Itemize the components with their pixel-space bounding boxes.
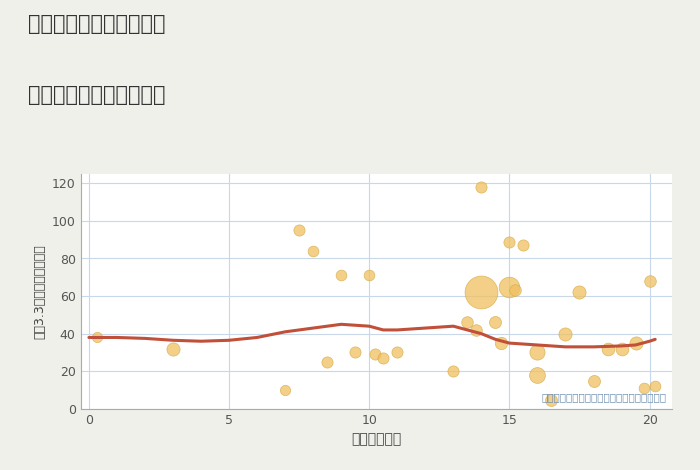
Point [293,227,304,234]
Text: 駅距離別中古戸建て価格: 駅距離別中古戸建て価格 [28,85,165,105]
Point [630,339,641,347]
Point [546,396,557,403]
Point [532,349,543,356]
Point [504,283,515,290]
Point [560,330,571,337]
Point [349,349,360,356]
Point [167,345,178,352]
Point [92,334,103,341]
Point [510,287,521,294]
Point [476,289,487,296]
X-axis label: 駅距離（分）: 駅距離（分） [351,432,401,446]
Point [504,238,515,245]
Text: 岐阜県岐阜市日ノ出町の: 岐阜県岐阜市日ノ出町の [28,14,165,34]
Point [650,383,661,390]
Point [496,339,507,347]
Point [392,349,403,356]
Point [518,242,529,249]
Point [307,247,318,255]
Point [602,345,613,352]
Point [279,386,290,394]
Point [369,351,380,358]
Point [462,319,473,326]
Text: 円の大きさは、取引のあった物件面積を示す: 円の大きさは、取引のあった物件面積を示す [541,392,666,402]
Point [644,277,655,285]
Point [363,272,374,279]
Point [476,183,487,191]
Point [574,289,585,296]
Point [588,377,599,384]
Point [335,272,346,279]
Y-axis label: 坪（3.3㎡）単価（万円）: 坪（3.3㎡）単価（万円） [33,244,46,339]
Point [321,358,332,366]
Point [638,384,650,392]
Point [490,319,501,326]
Point [532,371,543,379]
Point [378,354,389,362]
Point [470,326,482,334]
Point [448,368,459,375]
Point [616,345,627,352]
